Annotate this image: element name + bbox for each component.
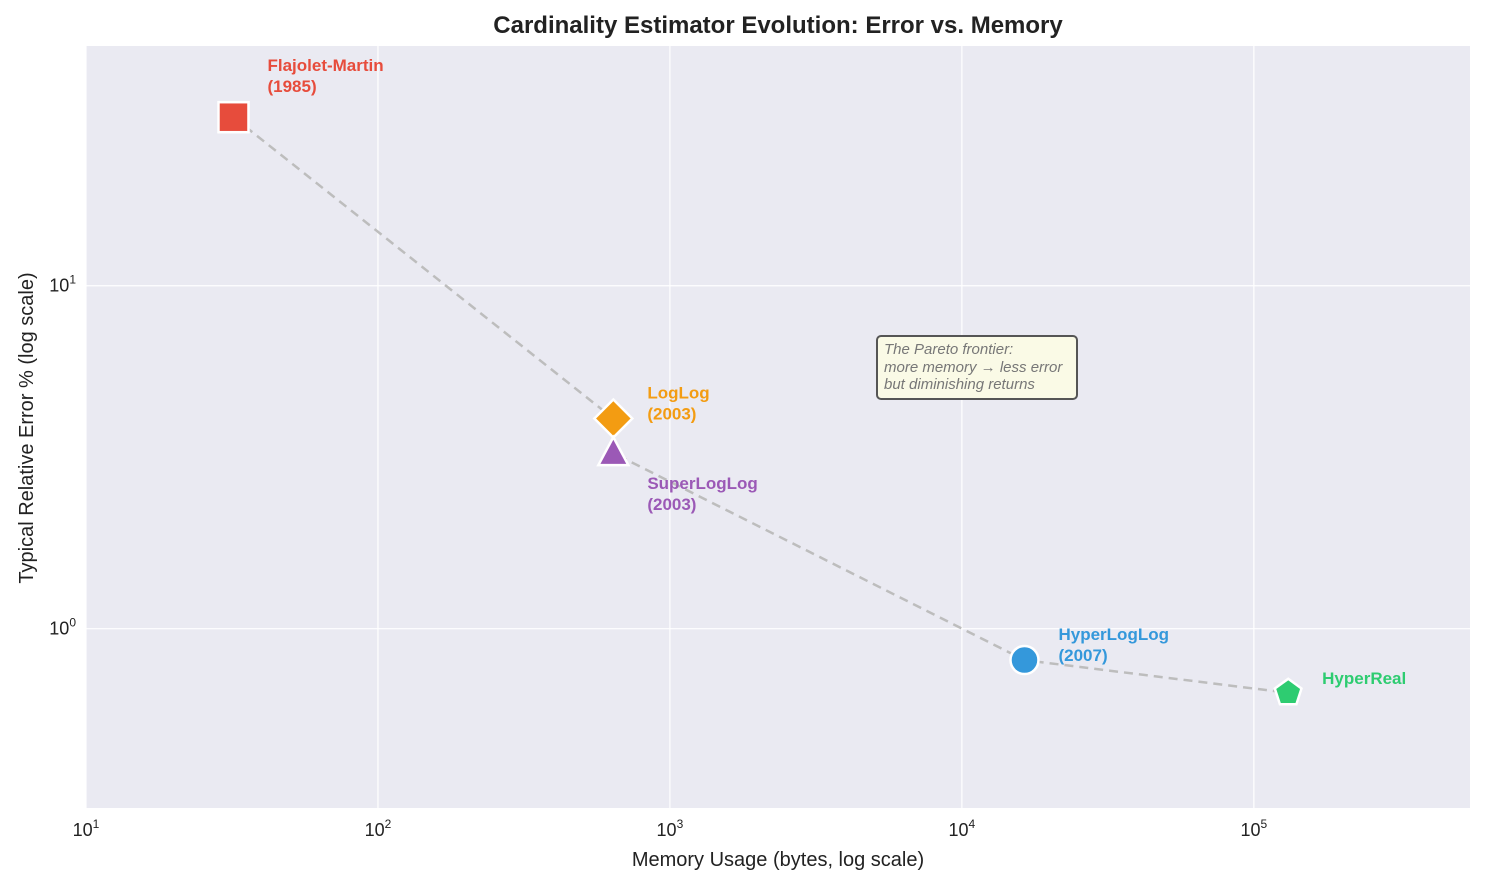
y-tick-label: 100 [49,616,76,639]
x-axis-ticks: 101 102 103 104 105 [73,817,1268,840]
point-label-year: (1985) [267,77,316,96]
marker-hyperreal [1273,677,1303,706]
point-label-year: (2003) [647,405,696,424]
y-axis-ticks: 100 101 [49,273,76,639]
x-tick-label: 105 [1240,817,1267,840]
chart-title: Cardinality Estimator Evolution: Error v… [493,12,1063,39]
point-label-year: (2003) [647,495,696,514]
pareto-annotation: The Pareto frontier: more memory → less … [876,335,1078,400]
annotation-line: more memory → less error [884,358,1063,376]
y-axis-label: Typical Relative Error % (log scale) [16,272,38,583]
point-label-name: SuperLogLog [647,474,757,493]
grid-lines [85,46,1470,808]
point-label-name: HyperReal [1322,669,1406,688]
x-axis-label: Memory Usage (bytes, log scale) [632,849,924,871]
point-labels: Flajolet-Martin (1985) LogLog (2003) SuperLo… [267,56,1406,688]
data-points [217,100,1303,706]
point-label-name: HyperLogLog [1058,625,1169,644]
point-label-name: LogLog [647,384,709,403]
x-tick-label: 103 [657,817,684,840]
x-tick-label: 101 [73,817,100,840]
x-tick-label: 102 [365,817,392,840]
x-tick-label: 104 [949,817,976,840]
point-label-name: Flajolet-Martin [267,56,383,75]
marker-superloglog [596,434,631,467]
y-tick-label: 101 [49,273,76,296]
annotation-line: The Pareto frontier: [884,341,1014,358]
point-label-year: (2007) [1058,646,1107,665]
marker-hyperloglog [1009,644,1040,676]
pareto-frontier-line [232,116,1289,695]
annotation-line: but diminishing returns [884,376,1035,393]
plot-area [86,46,1470,808]
marker-flajolet-martin [217,100,250,134]
